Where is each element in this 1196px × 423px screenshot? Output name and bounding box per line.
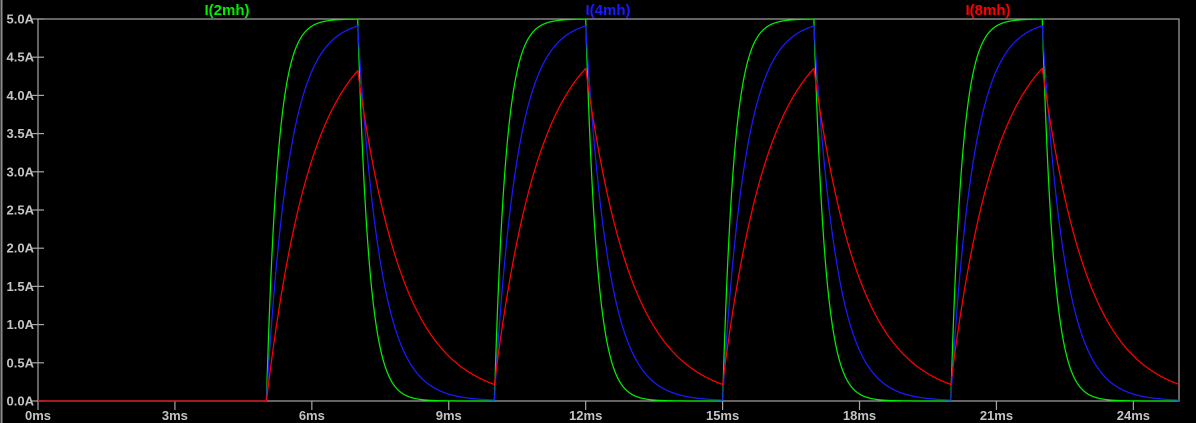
trace-4mh[interactable] bbox=[37, 25, 1180, 402]
x-axis-tick-label: 24ms bbox=[1117, 408, 1150, 423]
y-axis-tick-label: 4.0A bbox=[7, 88, 35, 103]
traces bbox=[37, 18, 1180, 402]
y-axis-tick-label: 3.0A bbox=[7, 164, 35, 179]
y-axis-tick-label: 1.5A bbox=[7, 279, 35, 294]
y-axis-tick-label: 2.5A bbox=[7, 203, 35, 218]
x-axis-tick-label: 3ms bbox=[162, 408, 188, 423]
x-axis-tick-label: 9ms bbox=[436, 408, 462, 423]
y-axis-tick-label: 1.0A bbox=[7, 317, 35, 332]
x-axis-tick-label: 21ms bbox=[980, 408, 1013, 423]
y-axis-tick-label: 0.5A bbox=[7, 355, 35, 370]
trace-label-i4mh[interactable]: I(4mh) bbox=[586, 2, 631, 19]
y-axis-tick-label: 3.5A bbox=[7, 126, 35, 141]
y-axis-tick-label: 5.0A bbox=[7, 12, 35, 27]
trace-label-i8mh[interactable]: I(8mh) bbox=[966, 2, 1011, 19]
x-axis-tick-label: 12ms bbox=[569, 408, 602, 423]
trace-label-i2mh[interactable]: I(2mh) bbox=[205, 2, 250, 19]
trace-8mh[interactable] bbox=[37, 67, 1180, 402]
y-axis-tick-label: 2.0A bbox=[7, 241, 35, 256]
x-axis-tick-label: 18ms bbox=[843, 408, 876, 423]
plot-area-border[interactable] bbox=[37, 18, 1180, 402]
y-axis-tick-label: 0.0A bbox=[7, 394, 35, 409]
axes: 5.0A 4.5A 4.0A 3.5A 3.0A 2.5A 2.0A 1.5A 1.0A 0.5A… bbox=[7, 12, 1150, 423]
trace-2mh[interactable] bbox=[37, 18, 1180, 402]
x-axis-tick-label: 0ms bbox=[25, 408, 51, 423]
x-axis-tick-label: 15ms bbox=[706, 408, 739, 423]
x-axis-tick-label: 6ms bbox=[299, 408, 325, 423]
y-axis-tick-label: 4.5A bbox=[7, 50, 35, 65]
